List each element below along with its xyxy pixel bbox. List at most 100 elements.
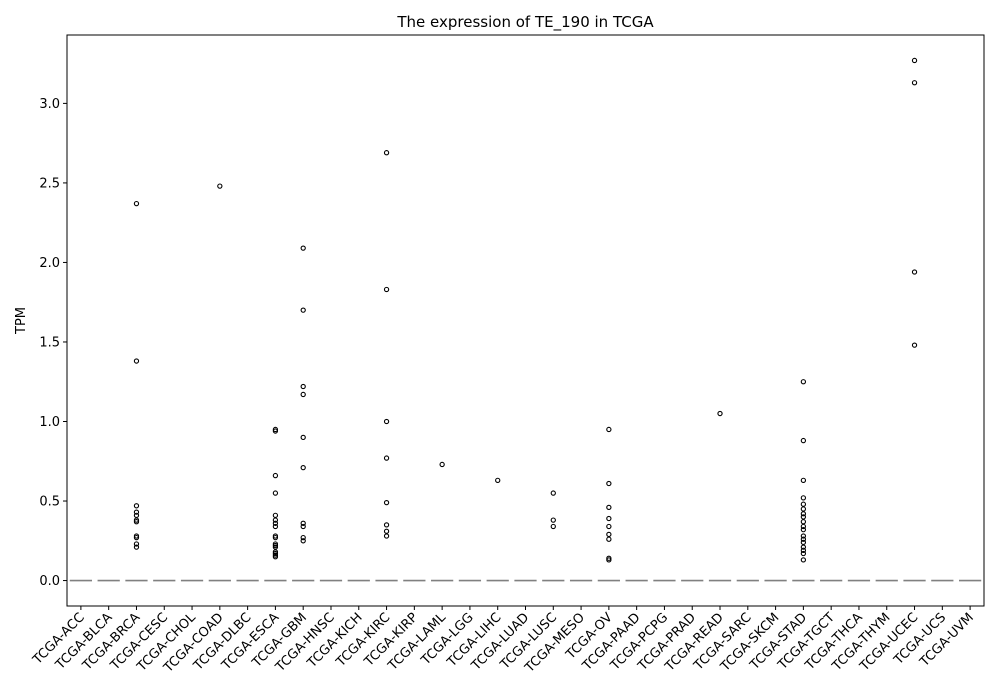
x-axis: TCGA-ACCTCGA-BLCATCGA-BRCATCGA-CESCTCGA-… xyxy=(30,606,977,676)
y-tick-label: 2.5 xyxy=(39,176,60,191)
outlier-point xyxy=(383,286,390,293)
outlier-point xyxy=(133,512,140,518)
outlier-point xyxy=(550,517,556,523)
y-tick-label: 1.0 xyxy=(39,415,60,430)
outlier-point xyxy=(800,437,807,444)
outlier-point xyxy=(550,490,556,496)
outlier-point xyxy=(800,539,807,546)
outlier-point xyxy=(300,464,306,471)
outlier-point xyxy=(911,57,918,64)
outlier-point xyxy=(800,519,807,525)
outlier-point xyxy=(800,550,807,557)
outlier-point xyxy=(133,534,140,541)
outlier-point xyxy=(272,554,279,560)
outlier-point xyxy=(606,536,612,542)
outlier-point xyxy=(606,426,612,433)
outlier-point xyxy=(800,514,807,520)
box-group xyxy=(597,426,620,582)
outlier-point xyxy=(800,477,807,483)
outlier-point xyxy=(606,480,612,487)
box-group xyxy=(208,183,231,582)
outlier-point xyxy=(800,544,807,550)
outlier-point xyxy=(133,509,140,515)
outlier-point xyxy=(800,557,807,563)
box-group xyxy=(486,477,509,582)
y-axis: 0.0 0.5 1.0 1.5 2.0 2.5 3.0 xyxy=(39,97,67,589)
y-tick-label: 1.5 xyxy=(39,335,60,350)
outlier-point xyxy=(133,358,140,364)
outlier-point xyxy=(300,434,306,441)
y-tick-label: 0.0 xyxy=(39,574,60,589)
outlier-point xyxy=(383,522,390,528)
y-tick-label: 2.0 xyxy=(39,256,60,271)
outlier-point xyxy=(300,307,306,313)
outlier-point xyxy=(911,269,918,275)
box-group xyxy=(903,57,926,582)
outlier-point xyxy=(133,503,140,509)
outlier-point xyxy=(300,538,306,544)
y-tick-label: 3.0 xyxy=(39,97,60,112)
outlier-point xyxy=(133,544,140,550)
box-group xyxy=(125,200,148,582)
outlier-point xyxy=(272,512,279,518)
outlier-point xyxy=(300,245,306,251)
outlier-point xyxy=(383,418,390,425)
plot-frame xyxy=(66,34,985,607)
outlier-point xyxy=(800,536,807,542)
outlier-point xyxy=(606,523,612,530)
outlier-point xyxy=(800,379,807,385)
y-tick-label: 0.5 xyxy=(39,495,60,510)
outlier-point xyxy=(272,534,279,541)
outlier-point xyxy=(800,527,807,533)
outlier-point xyxy=(800,523,807,530)
chart-title: The expression of TE_190 in TCGA xyxy=(396,13,654,32)
outlier-point xyxy=(272,517,279,523)
box-group xyxy=(375,150,398,582)
outlier-point xyxy=(272,544,279,550)
outlier-point xyxy=(550,523,556,530)
outlier-point xyxy=(800,495,807,501)
outlier-point xyxy=(300,534,306,541)
outlier-point xyxy=(383,455,390,461)
outlier-point xyxy=(383,528,390,534)
outlier-point xyxy=(439,461,445,468)
box-group xyxy=(792,379,815,582)
outlier-point xyxy=(717,410,723,417)
outlier-point xyxy=(272,523,279,530)
plot-area xyxy=(69,57,982,582)
outlier-point xyxy=(133,200,140,207)
box-group xyxy=(542,490,565,582)
outlier-point xyxy=(217,183,223,189)
outlier-point xyxy=(606,504,612,511)
box-group xyxy=(431,461,454,582)
outlier-point xyxy=(911,342,918,348)
outlier-point xyxy=(272,472,279,479)
box-group xyxy=(264,426,287,582)
outlier-point xyxy=(300,391,306,398)
outlier-point xyxy=(133,519,140,525)
y-axis-title: TPM xyxy=(14,307,29,335)
outlier-point xyxy=(272,428,279,434)
box-group xyxy=(708,410,732,582)
outlier-point xyxy=(383,499,390,506)
outlier-point xyxy=(300,523,306,530)
outlier-point xyxy=(800,547,807,553)
outlier-point xyxy=(495,477,501,483)
box-group xyxy=(292,245,315,582)
outlier-point xyxy=(800,501,807,507)
outlier-point xyxy=(606,515,612,522)
outlier-point xyxy=(800,533,807,539)
outlier-point xyxy=(133,541,140,547)
outlier-point xyxy=(300,520,306,526)
outlier-point xyxy=(272,490,279,496)
outlier-point xyxy=(300,383,306,390)
outlier-point xyxy=(911,80,918,86)
outlier-point xyxy=(272,520,279,526)
outlier-point xyxy=(383,533,390,539)
outlier-point xyxy=(606,557,612,563)
outlier-point xyxy=(800,506,807,512)
outlier-point xyxy=(383,150,390,156)
outlier-point xyxy=(606,531,612,538)
outlier-point xyxy=(800,511,807,517)
